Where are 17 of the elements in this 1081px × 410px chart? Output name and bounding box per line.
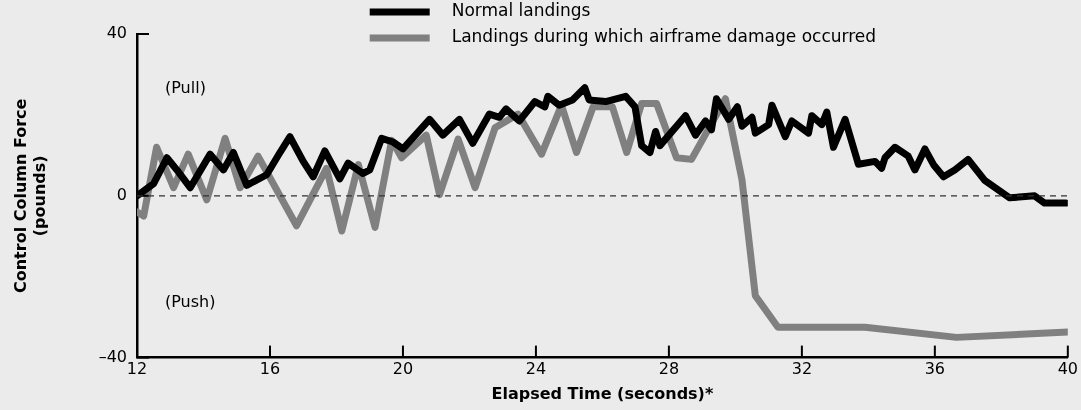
legend-label: Normal landings: [451, 0, 591, 21]
annotation: (Pull): [165, 78, 206, 98]
x-tick-label: 36: [924, 359, 946, 379]
y-axis-title: Control Column Force (pounds): [10, 98, 49, 294]
x-tick-label: 12: [126, 359, 148, 379]
x-axis-title: Elapsed Time (seconds)*: [491, 383, 714, 403]
x-tick-label: 16: [259, 359, 281, 379]
x-tick-label: 20: [392, 359, 414, 379]
x-tick-label: 40: [1057, 359, 1078, 379]
annotation: (Push): [165, 291, 216, 311]
x-tick-label: 24: [525, 359, 547, 379]
y-tick-label: 40: [106, 23, 127, 43]
y-tick-label: –40: [98, 346, 127, 366]
y-tick-label: 0: [116, 184, 127, 204]
x-tick-label: 28: [658, 359, 680, 379]
legend-label: Landings during which airframe damage occurred: [451, 26, 877, 47]
x-tick-label: 32: [791, 359, 813, 379]
